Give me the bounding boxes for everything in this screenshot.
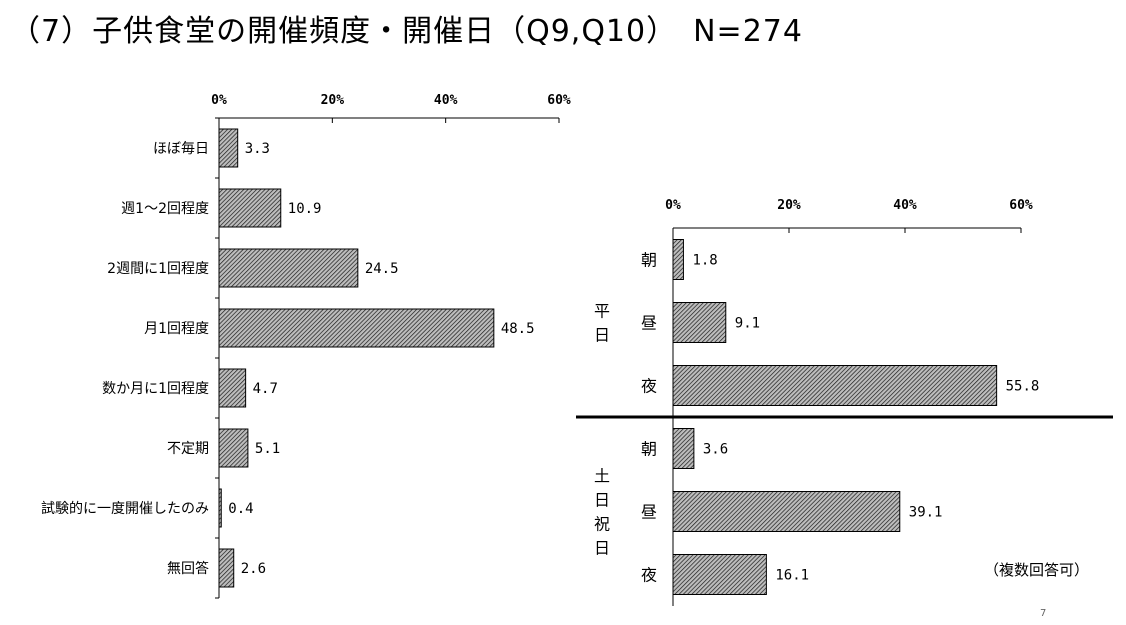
value-label: 3.6 [703,442,728,458]
x-tick-label: 60% [1009,198,1033,213]
category-label: 夜 [641,377,657,396]
value-label: 4.7 [253,381,278,397]
bar [218,368,247,408]
x-tick-label: 20% [321,93,345,108]
value-label: 48.5 [501,321,535,337]
bar [672,365,998,406]
x-tick-label: 0% [211,93,227,108]
x-tick-label: 60% [547,93,571,108]
group-label-char: 日 [594,539,610,558]
category-label: ほぼ毎日 [153,141,209,157]
category-label: 昼 [641,503,657,522]
value-label: 0.4 [228,501,253,517]
group-label-char: 祝 [594,515,610,534]
value-label: 2.6 [241,561,266,577]
bar [218,248,359,288]
value-label: 10.9 [288,201,322,217]
page-number: 7 [1040,608,1047,619]
value-label: 55.8 [1006,379,1040,395]
value-label: 24.5 [365,261,399,277]
x-tick-label: 40% [893,198,917,213]
x-tick-label: 40% [434,93,458,108]
page-title: （7）子供食堂の開催頻度・開催日（Q9,Q10） N=274 [10,14,803,49]
value-label: 5.1 [255,441,280,457]
bar [672,554,767,595]
bar [672,302,727,343]
value-label: 39.1 [909,505,943,521]
value-label: 16.1 [775,568,809,584]
bar [672,239,684,280]
group-label-char: 土 [594,467,610,486]
bar [672,491,901,532]
category-label: 昼 [641,314,657,333]
bar [218,428,249,468]
x-tick-label: 20% [777,198,801,213]
bar [218,548,235,588]
category-label: 不定期 [167,441,209,457]
group-label-char: 日 [594,326,610,345]
multiple-answer-note: （複数回答可） [984,561,1090,579]
category-label: 週1～2回程度 [121,201,209,217]
frequency-chart: 0% 20% 40% 60% ほぼ毎日 3.3 週1～2回程度 10.9 2週間に1回程度 24.… [41,93,571,599]
category-label: 月1回程度 [144,321,209,337]
x-tick-label: 0% [665,198,681,213]
category-label: 無回答 [167,560,209,577]
value-label: 1.8 [692,253,717,269]
group-label-char: 日 [594,491,610,510]
bar [672,428,695,469]
value-label: 3.3 [245,141,270,157]
bar [218,128,239,168]
value-label: 9.1 [735,316,760,332]
bar [218,308,495,348]
category-label: 試験的に一度開催したのみ [41,501,209,517]
category-label: 数か月に1回程度 [102,381,209,397]
bar [218,488,222,528]
group-label-char: 平 [594,302,610,321]
bar [218,188,282,228]
category-label: 朝 [641,251,657,270]
category-label: 2週間に1回程度 [107,261,209,277]
category-label: 朝 [641,440,657,459]
category-label: 夜 [641,566,657,585]
